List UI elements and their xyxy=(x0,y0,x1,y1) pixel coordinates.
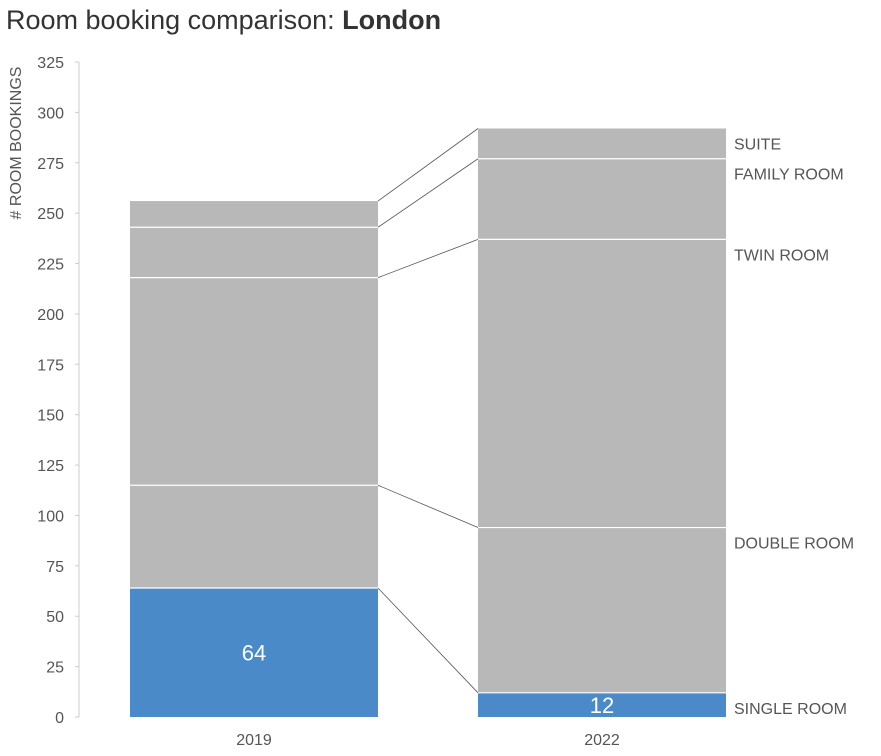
bar-segment xyxy=(478,239,726,528)
series-label: SUITE xyxy=(734,137,781,154)
bar-segment xyxy=(130,588,378,717)
y-tick-label: 50 xyxy=(46,609,64,626)
y-tick-label: 200 xyxy=(37,307,64,324)
y-tick-label: 100 xyxy=(37,508,64,525)
series-labels: SINGLE ROOM DOUBLE ROOM TWIN ROOM FAMILY RO… xyxy=(734,137,854,718)
y-tick-label: 300 xyxy=(37,105,64,122)
y-tick-label: 325 xyxy=(37,55,64,72)
y-tick-label: 275 xyxy=(37,156,64,173)
y-tick-label: 125 xyxy=(37,458,64,475)
series-label: TWIN ROOM xyxy=(734,247,829,264)
series-label: SINGLE ROOM xyxy=(734,701,847,718)
bar-segment xyxy=(478,692,726,717)
connector-line xyxy=(377,587,479,694)
connector-line xyxy=(377,128,479,202)
segment-connectors xyxy=(377,128,479,694)
chart-title-prefix: Room booking comparison: xyxy=(6,5,343,35)
bar-value-label: 64 xyxy=(242,641,266,666)
bar-segment xyxy=(478,128,726,159)
y-axis-title: # ROOM BOOKINGS xyxy=(8,67,25,220)
x-axis: 2019 2022 xyxy=(236,732,620,749)
x-tick-label: 2019 xyxy=(236,732,272,749)
connector-line xyxy=(377,238,479,279)
x-tick-label: 2022 xyxy=(584,732,620,749)
y-tick-label: 0 xyxy=(55,710,64,727)
bar-segment xyxy=(478,527,726,693)
connector-line xyxy=(377,158,479,228)
y-tick-label: 250 xyxy=(37,206,64,223)
bar-segment xyxy=(130,227,378,278)
bar-segment xyxy=(130,485,378,589)
y-tick-label: 175 xyxy=(37,357,64,374)
series-label: DOUBLE ROOM xyxy=(734,536,854,553)
connector-line xyxy=(377,484,479,528)
bar-value-label: 12 xyxy=(590,693,614,718)
chart-title-city: London xyxy=(342,5,442,35)
bars: 64 12 xyxy=(130,128,726,718)
y-tick-label: 25 xyxy=(46,660,64,677)
bar-segment xyxy=(130,277,378,486)
y-axis: 0 25 50 75 100 125 150 175 200 225 250 275 300 325 xyxy=(37,55,80,727)
series-label: FAMILY ROOM xyxy=(734,167,844,184)
y-tick-label: 225 xyxy=(37,257,64,274)
chart-title: Room booking comparison: London xyxy=(6,5,441,36)
bar-segment xyxy=(478,158,726,240)
y-tick-label: 75 xyxy=(46,559,64,576)
y-tick-label: 150 xyxy=(37,408,64,425)
bar-segment xyxy=(130,201,378,228)
